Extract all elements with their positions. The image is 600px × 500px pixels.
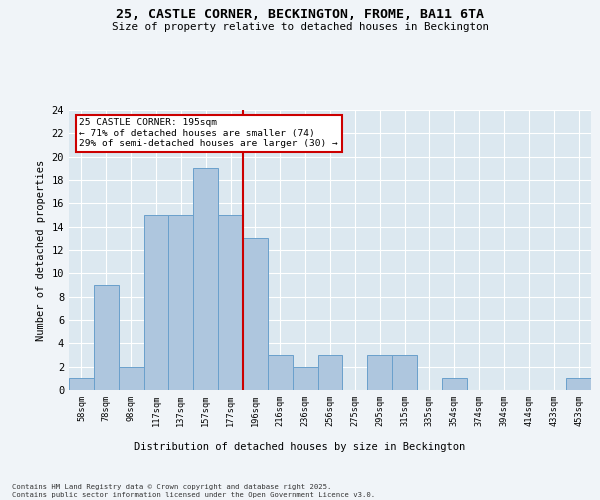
Bar xyxy=(193,168,218,390)
Bar xyxy=(119,366,143,390)
Y-axis label: Number of detached properties: Number of detached properties xyxy=(36,160,46,340)
Text: Size of property relative to detached houses in Beckington: Size of property relative to detached ho… xyxy=(112,22,488,32)
Bar xyxy=(69,378,94,390)
Text: 25 CASTLE CORNER: 195sqm
← 71% of detached houses are smaller (74)
29% of semi-d: 25 CASTLE CORNER: 195sqm ← 71% of detach… xyxy=(79,118,338,148)
Bar xyxy=(268,355,293,390)
Bar xyxy=(218,215,243,390)
Bar xyxy=(442,378,467,390)
Bar xyxy=(293,366,317,390)
Bar xyxy=(566,378,591,390)
Text: Distribution of detached houses by size in Beckington: Distribution of detached houses by size … xyxy=(134,442,466,452)
Bar xyxy=(169,215,193,390)
Bar xyxy=(94,285,119,390)
Text: 25, CASTLE CORNER, BECKINGTON, FROME, BA11 6TA: 25, CASTLE CORNER, BECKINGTON, FROME, BA… xyxy=(116,8,484,20)
Bar xyxy=(317,355,343,390)
Bar xyxy=(392,355,417,390)
Bar xyxy=(243,238,268,390)
Bar xyxy=(367,355,392,390)
Bar xyxy=(143,215,169,390)
Text: Contains HM Land Registry data © Crown copyright and database right 2025.
Contai: Contains HM Land Registry data © Crown c… xyxy=(12,484,375,498)
